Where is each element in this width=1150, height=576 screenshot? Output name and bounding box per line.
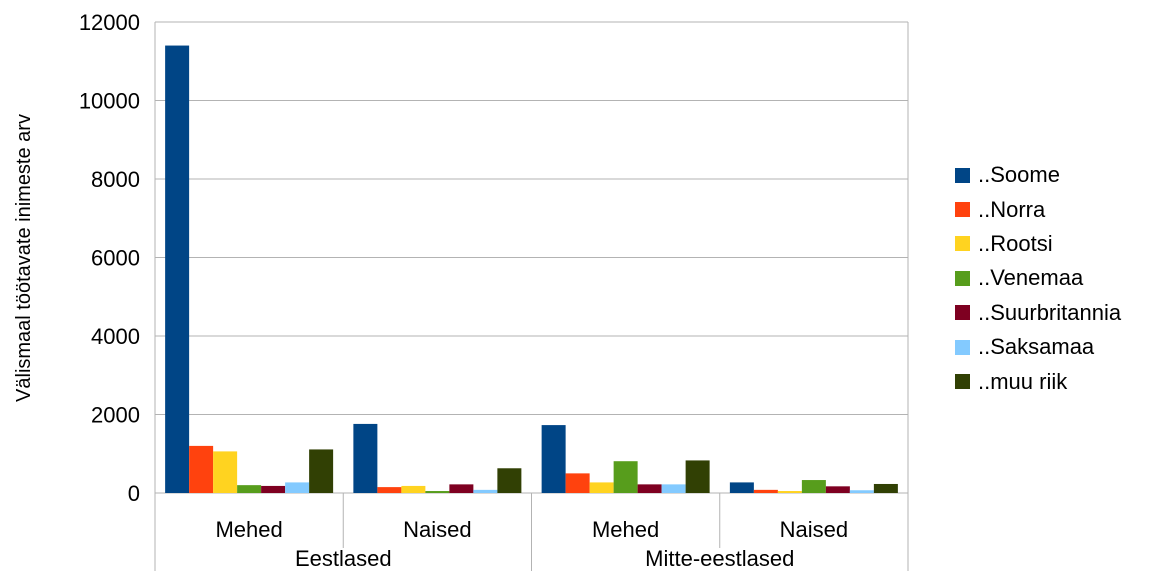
legend-label: ..Norra — [978, 196, 1046, 222]
bar-venemaa — [613, 461, 638, 493]
y-tick-label: 4000 — [91, 324, 140, 349]
bar-muuriik — [873, 483, 898, 493]
bar-soome — [165, 45, 190, 494]
bar-venemaa — [237, 485, 262, 493]
y-tick-label: 10000 — [79, 89, 140, 114]
bar-norra — [189, 445, 214, 493]
x-category-label: Mehed — [592, 517, 659, 542]
legend-label: ..Suurbritannia — [978, 299, 1122, 325]
bar-norra — [377, 487, 402, 493]
legend-label: ..Rootsi — [978, 230, 1053, 256]
bar-muuriik — [497, 468, 522, 493]
legend-item: ..Venemaa — [955, 261, 1121, 295]
legend-label: ..muu riik — [978, 368, 1068, 394]
x-category-label: Naised — [780, 517, 848, 542]
bar-norra — [565, 473, 590, 493]
bar-suurbritannia — [449, 484, 474, 493]
bar-soome — [353, 423, 378, 493]
bar-venemaa — [801, 480, 826, 493]
bar-saksamaa — [849, 490, 874, 493]
legend-swatch — [955, 270, 970, 286]
gridlines — [155, 21, 908, 494]
bar-soome — [541, 425, 566, 493]
bar-suurbritannia — [825, 486, 850, 493]
legend-swatch — [955, 339, 970, 355]
bar-saksamaa — [661, 484, 686, 493]
bar-muuriik — [309, 449, 334, 493]
bar-norra — [753, 489, 778, 493]
x-category-label: Naised — [403, 517, 471, 542]
legend-swatch — [955, 305, 970, 321]
legend-label: ..Soome — [978, 162, 1060, 188]
legend-label: ..Saksamaa — [978, 334, 1095, 360]
y-tick-label: 12000 — [79, 10, 140, 35]
bar-rootsi — [589, 482, 614, 493]
bar-soome — [729, 482, 754, 493]
y-axis-label: Välismaal töötavate inimeste arv — [13, 114, 35, 402]
bar-venemaa — [425, 491, 450, 493]
legend-item: ..muu riik — [955, 364, 1121, 398]
legend-item: ..Soome — [955, 158, 1121, 192]
bar-muuriik — [685, 460, 710, 493]
bar-suurbritannia — [261, 485, 286, 493]
bars — [165, 45, 898, 494]
bar-suurbritannia — [637, 484, 662, 493]
bar-saksamaa — [285, 482, 310, 493]
bar-rootsi — [777, 491, 802, 493]
x-group-label: Mitte-eestlased — [645, 546, 794, 571]
bar-rootsi — [213, 451, 238, 493]
legend: ..Soome ..Norra ..Rootsi ..Venemaa ..Suurbri… — [955, 158, 1121, 399]
legend-item: ..Saksamaa — [955, 330, 1121, 364]
legend-swatch — [955, 202, 970, 218]
legend-item: ..Norra — [955, 192, 1121, 226]
axes: 0 2000 4000 6000 8000 10000 12000 Mehed Naised Me… — [79, 10, 909, 571]
legend-item: ..Suurbritannia — [955, 296, 1121, 330]
legend-label: ..Venemaa — [978, 265, 1084, 291]
x-group-label: Eestlased — [295, 546, 392, 571]
x-category-label: Mehed — [215, 517, 282, 542]
legend-swatch — [955, 374, 970, 390]
bar-saksamaa — [473, 489, 498, 493]
bar-rootsi — [401, 485, 426, 493]
legend-swatch — [955, 236, 970, 252]
y-tick-label: 0 — [128, 481, 140, 506]
y-tick-label: 2000 — [91, 403, 140, 428]
legend-item: ..Rootsi — [955, 227, 1121, 261]
y-tick-label: 6000 — [91, 246, 140, 271]
y-tick-label: 8000 — [91, 167, 140, 192]
legend-swatch — [955, 167, 970, 183]
